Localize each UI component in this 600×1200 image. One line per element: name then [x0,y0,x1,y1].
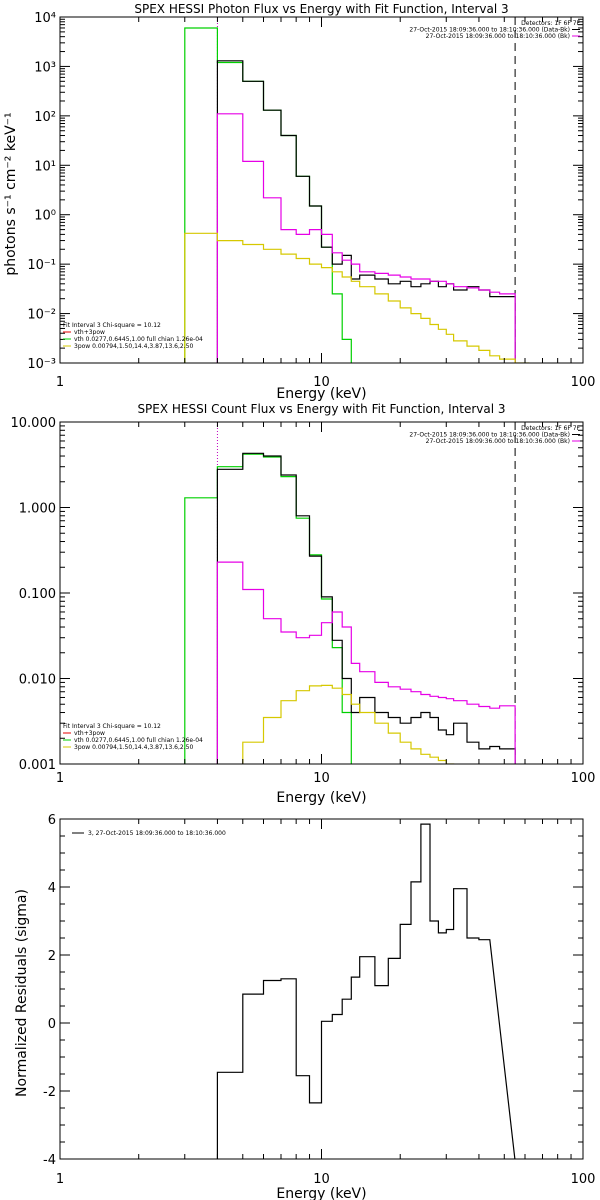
series-group [184,452,516,764]
y-tick-label: 10¹ [34,159,56,174]
header-line: 27-Oct-2015 18:09:36.000 to 18:10:36.000… [426,438,570,445]
y-tick-label: 0 [48,1017,56,1032]
series-group [216,823,516,1159]
header-line: 27-Oct-2015 18:09:36.000 to 18:10:36.000… [426,33,570,40]
series-line-1 [216,823,516,1159]
legend-title: Fit Interval 3 Chi-square = 10.12 [63,723,161,730]
legend-entry: vth+3pow [74,730,105,737]
y-tick-label: 0.010 [19,673,56,688]
y-tick-label: 2 [48,949,56,964]
legend-title: Fit Interval 3 Chi-square = 10.12 [63,322,161,329]
series-line-3 [216,561,516,764]
x-tick-label: 100 [571,771,596,786]
x-tick-label: 1 [56,375,64,390]
y-tick-label: 10⁻³ [27,357,56,372]
y-tick-label: 0.100 [19,587,56,602]
y-tick-label: 10⁴ [34,11,56,26]
series-line-3 [216,113,516,363]
legend-entry: 3pow 0.00794,1.50,14.4,3.87,13.6,2.50 [74,343,193,350]
x-tick-label: 10 [313,375,330,390]
plot-frame [59,818,584,1160]
y-tick-label: 10² [34,110,56,125]
y-tick-label: 10⁻² [27,308,56,323]
legend-entry: vth+3pow [74,329,105,336]
x-axis-label: Energy (keV) [276,790,366,806]
x-tick-label: 1 [56,1172,64,1187]
legend-entry: 3pow 0.00794,1.50,14.4,3.87,13.6,2.50 [74,744,193,751]
x-axis-label: Energy (keV) [276,1186,366,1200]
y-tick-label: 1.000 [19,502,56,517]
y-axis-label: photons s⁻¹ cm⁻² keV⁻¹ [3,112,19,275]
plot-frame [59,16,584,364]
legend-entry: vth 0.0277,0.6445,1.00 full chian 1.26e-… [74,737,203,744]
header-line: 27-Oct-2015 18:09:36.000 to 18:10:36.000… [409,432,570,439]
x-tick-label: 1 [56,771,64,786]
panel-3: 1 10 100 -4 -2 0 2 4 6 Energy (keV) Normalized Res… [14,813,595,1200]
y-tick-label: 10⁰ [34,209,56,224]
y-tick-label: 4 [48,881,56,896]
y-tick-label: 0.001 [19,758,56,773]
y-tick-label: 10⁻¹ [27,258,56,273]
panel-2: SPEX HESSI Count Flux vs Energy with Fit… [11,402,596,806]
series-line-1 [184,453,352,764]
chart-title: SPEX HESSI Photon Flux vs Energy with Fi… [134,2,508,16]
series-group [184,27,530,363]
y-tick-label: -4 [43,1153,56,1168]
series-line-4 [242,684,455,764]
series-line-2 [216,452,516,764]
panel-1: SPEX HESSI Photon Flux vs Energy with Fi… [3,2,595,402]
legend-entry: 3, 27-Oct-2015 18:09:36.000 to 18:10:36.… [88,830,226,837]
series-line-2 [216,60,516,363]
series-line-4 [184,232,530,363]
y-axis-label: Normalized Residuals (sigma) [14,889,30,1097]
header-line: 27-Oct-2015 18:09:36.000 to 18:10:36.000… [409,27,570,34]
header-line: Detectors: 1F 6F 7F [521,20,580,27]
x-tick-label: 10 [313,1172,330,1187]
x-tick-label: 10 [313,771,330,786]
x-axis-label: Energy (keV) [276,386,366,402]
header-line: Detectors: 1F 6F 7F [521,425,580,432]
y-tick-label: -2 [43,1085,56,1100]
x-tick-label: 100 [571,1172,596,1187]
x-tick-label: 100 [571,375,596,390]
chart-title: SPEX HESSI Count Flux vs Energy with Fit… [137,402,505,416]
legend-entry: vth 0.0277,0.6445,1.00 full chian 1.26e-… [74,336,203,343]
y-tick-label: 10³ [34,60,56,75]
y-tick-label: 6 [48,813,56,828]
y-tick-label: 10.000 [11,416,57,431]
